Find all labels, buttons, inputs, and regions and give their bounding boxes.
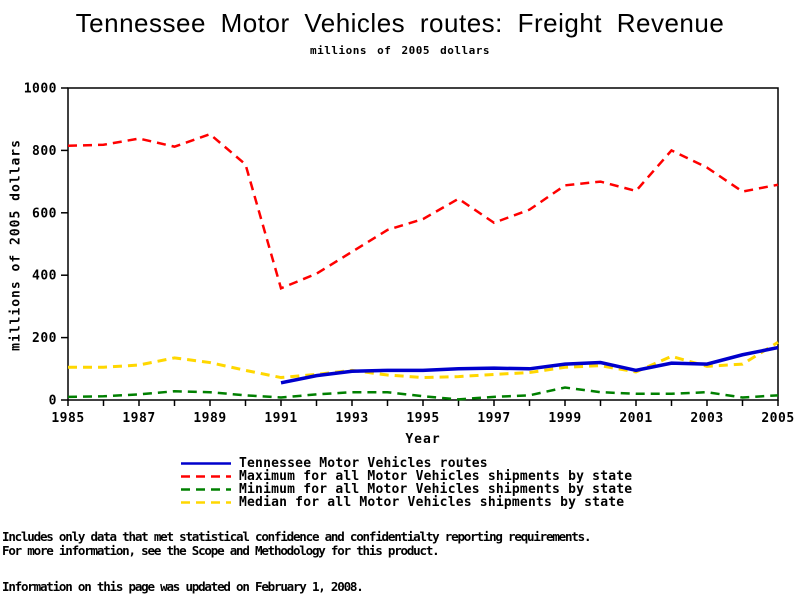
x-tick-label: 1989 xyxy=(193,411,226,426)
x-tick-label: 1991 xyxy=(264,411,297,426)
x-tick-label: 1987 xyxy=(122,411,155,426)
x-tick-label: 1995 xyxy=(406,411,439,426)
updated-note: Information on this page was updated on … xyxy=(2,579,364,594)
x-tick-label: 1997 xyxy=(477,411,510,426)
legend-line-sample xyxy=(181,488,231,491)
footer-note: Includes only data that met statistical … xyxy=(2,529,591,558)
y-tick-label: 200 xyxy=(32,331,57,346)
legend-label: Tennessee Motor Vehicles routes xyxy=(239,456,488,471)
y-tick-label: 1000 xyxy=(24,82,57,97)
legend-row: Minimum for all Motor Vehicles shipments… xyxy=(181,482,633,497)
chart-subtitle: millions of 2005 dollars xyxy=(310,44,490,57)
series-line-tennessee xyxy=(280,345,779,385)
y-tick-label: 0 xyxy=(49,394,57,409)
footer-note-line1: Includes only data that met statistical … xyxy=(2,529,591,544)
series-line-maximum xyxy=(67,132,779,290)
x-tick-label: 2005 xyxy=(761,411,794,426)
chart-plot: 0 200 400 600 800 1000 1985 1987 1989 1991 1993 199… xyxy=(24,82,794,427)
x-tick-label: 1999 xyxy=(548,411,581,426)
y-tick-label: 400 xyxy=(32,269,57,284)
x-tick-label: 2003 xyxy=(690,411,723,426)
legend-label: Minimum for all Motor Vehicles shipments… xyxy=(239,482,633,497)
y-axis-title: millions of 2005 dollars xyxy=(8,139,24,351)
page-title: Tennessee Motor Vehicles routes: Freight… xyxy=(75,8,725,38)
footer-note-line2: For more information, see the Scope and … xyxy=(2,542,440,558)
legend-line-sample xyxy=(181,462,231,465)
legend-line-sample xyxy=(181,501,231,504)
chart-legend: Tennessee Motor Vehicles routes Maximum f… xyxy=(181,456,633,510)
x-tick-label: 1993 xyxy=(335,411,368,426)
plot-frame xyxy=(67,87,779,401)
x-tick-label: 1985 xyxy=(51,411,84,426)
legend-label: Maximum for all Motor Vehicles shipments… xyxy=(239,469,633,484)
legend-line-sample xyxy=(181,475,231,478)
series-line-minimum xyxy=(67,386,779,401)
x-tick-label: 2001 xyxy=(619,411,652,426)
legend-row: Maximum for all Motor Vehicles shipments… xyxy=(181,469,633,484)
legend-row: Median for all Motor Vehicles shipments … xyxy=(181,495,632,510)
series-line-median xyxy=(68,341,779,380)
x-axis-title: Year xyxy=(405,432,441,447)
y-tick-label: 800 xyxy=(32,144,57,159)
legend-row: Tennessee Motor Vehicles routes xyxy=(181,456,632,471)
y-tick-label: 600 xyxy=(32,206,57,221)
legend-label: Median for all Motor Vehicles shipments … xyxy=(239,495,625,510)
